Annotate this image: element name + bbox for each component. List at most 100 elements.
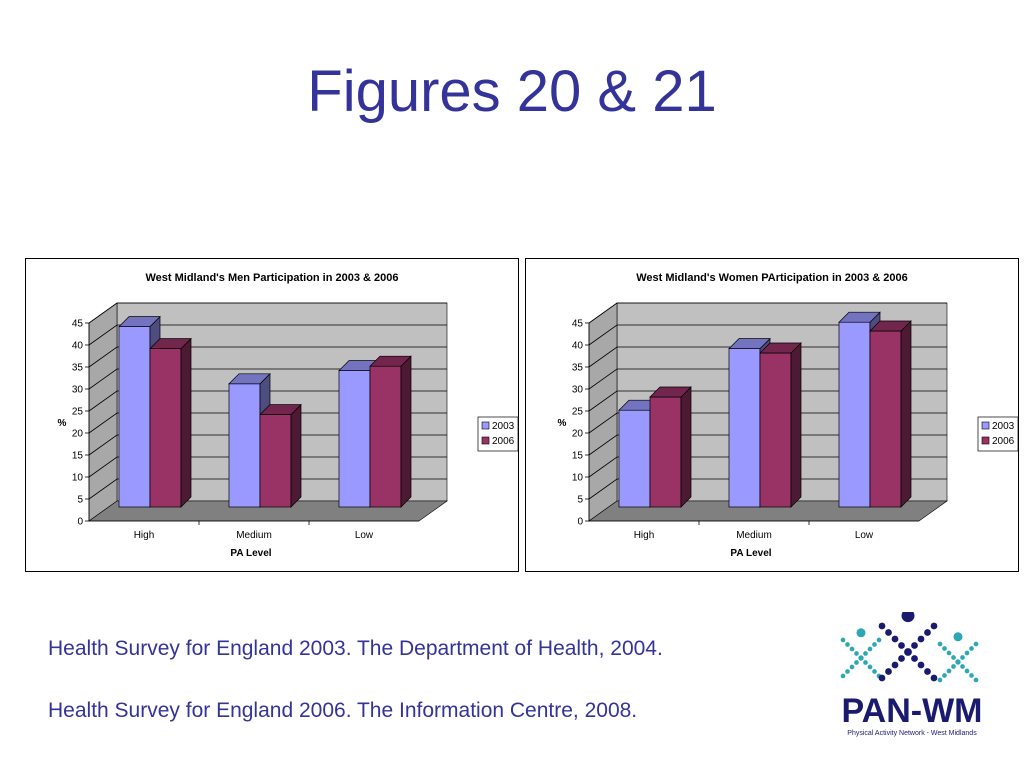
chart-men-participation: West Midland's Men Participation in 2003… (25, 258, 519, 572)
logo-dot (942, 673, 947, 678)
logo-dot (867, 664, 873, 670)
logo-dot (946, 668, 952, 674)
bar-side (790, 342, 802, 508)
bar-front (728, 348, 761, 508)
citation-2006: Health Survey for England 2006. The Info… (48, 699, 638, 722)
bar-front (869, 330, 902, 508)
logo-dot (951, 664, 956, 669)
y-tick-label: 25 (572, 407, 584, 418)
bar-front (838, 321, 871, 508)
logo-dot (964, 668, 970, 674)
gridline (588, 346, 947, 368)
logo-dot (840, 637, 846, 643)
chart-svg: West Midland's Men Participation in 2003… (58, 272, 518, 559)
gridline (88, 346, 447, 368)
logo-dot (885, 629, 892, 636)
bar-top (649, 386, 692, 398)
slide-title: Figures 20 & 21 (307, 59, 717, 124)
logo-dot (946, 650, 952, 656)
y-tick-label: 20 (572, 429, 584, 440)
legend-swatch (981, 421, 990, 430)
logo-dot (901, 609, 915, 623)
chart-side-wall (588, 302, 618, 522)
logo-wordmark: PAN-WM (841, 692, 983, 730)
bar-side (180, 337, 192, 508)
bar-front (369, 365, 402, 508)
logo-figure-right (937, 632, 979, 683)
bar (759, 342, 802, 508)
logo-dot (973, 677, 979, 683)
gridline (588, 368, 947, 390)
logo-dot (845, 669, 850, 674)
logo-dot (840, 673, 846, 679)
logo-dot (904, 648, 912, 656)
logo-dot (845, 642, 850, 647)
legend-box (977, 416, 1018, 452)
logo-dot (872, 669, 877, 674)
citation-2003: Health Survey for England 2003. The Depa… (48, 637, 663, 660)
legend-label: 2006 (992, 436, 1015, 447)
y-tick-label: 45 (72, 319, 84, 330)
bar (649, 386, 692, 508)
x-tick-label: High (634, 530, 655, 541)
logo-dot (951, 655, 956, 660)
logo-dot (849, 646, 855, 652)
bar-front (338, 370, 371, 508)
gridline (588, 478, 947, 500)
logo-dot (960, 655, 965, 660)
logo-dot (960, 664, 965, 669)
bar-top (759, 342, 802, 354)
logo-dot (863, 651, 868, 656)
y-tick-label: 10 (72, 473, 84, 484)
gridline (588, 456, 947, 478)
pan-wm-logo: PAN-WM Physical Activity Network - West … (828, 609, 998, 742)
chart-women-participation: West Midland's Women PArticipation in 20… (525, 258, 1019, 572)
logo-dot (953, 632, 963, 642)
x-axis-label: PA Level (230, 548, 271, 559)
logo-dot (924, 629, 931, 636)
bar (149, 337, 192, 508)
bar-front (649, 396, 682, 508)
logo-dot (964, 650, 970, 656)
logo-dot (955, 659, 961, 665)
gridline (88, 434, 447, 456)
y-tick-label: 5 (77, 495, 83, 506)
legend: 2003 2006 (477, 416, 518, 452)
logo-tagline: Physical Activity Network - West Midland… (847, 730, 977, 737)
logo-dot (942, 646, 947, 651)
logo-dot (856, 628, 866, 638)
logo-dot (969, 673, 974, 678)
logo-dot (854, 651, 859, 656)
logo-dot (930, 674, 938, 682)
legend: 2003 2006 (977, 416, 1018, 452)
logo-dot (854, 660, 859, 665)
y-axis-label: % (558, 418, 567, 429)
y-tick-label: 0 (77, 517, 83, 528)
logo-dot (876, 637, 882, 643)
logo-dot (917, 635, 925, 643)
gridline (588, 324, 947, 346)
gridline (588, 412, 947, 434)
bar (869, 320, 912, 508)
y-tick-label: 45 (572, 319, 584, 330)
logo-dot (898, 642, 905, 649)
y-tick-label: 10 (572, 473, 584, 484)
bar-top (869, 320, 912, 332)
logo-dot (911, 642, 918, 649)
bar (259, 403, 302, 508)
bar-top (228, 373, 271, 385)
gridline (88, 456, 447, 478)
gridline (88, 412, 447, 434)
x-tick-label: Low (355, 530, 374, 541)
logo-figures-icon (840, 609, 979, 683)
y-tick-label: 40 (72, 341, 84, 352)
x-tick-label: Medium (236, 530, 272, 541)
bar-front (759, 352, 792, 508)
gridline (88, 324, 447, 346)
bar-front (228, 383, 261, 508)
x-tick-label: Low (855, 530, 874, 541)
x-tick-label: Medium (736, 530, 772, 541)
gridline (88, 390, 447, 412)
y-tick-label: 40 (572, 341, 584, 352)
legend-label: 2003 (492, 421, 515, 432)
